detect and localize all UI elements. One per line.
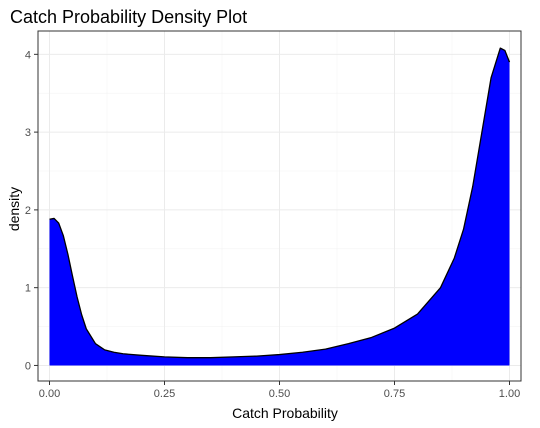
density-area (49, 48, 510, 366)
x-tick-label: 0.75 (384, 388, 405, 400)
y-tick-label: 4 (25, 49, 31, 61)
y-tick-label: 2 (25, 205, 31, 217)
y-tick-label: 0 (25, 360, 31, 372)
y-tick-label: 1 (25, 283, 31, 295)
axis-ticks: 0.00 0.25 0.50 0.75 1.00 0 1 2 3 4 (25, 49, 520, 400)
x-axis-title: Catch Probability (232, 405, 338, 421)
y-axis-title: density (6, 187, 22, 231)
x-tick-label: 0.25 (154, 388, 175, 400)
x-tick-label: 1.00 (499, 388, 520, 400)
x-tick-label: 0.00 (39, 388, 60, 400)
y-tick-label: 3 (25, 127, 31, 139)
density-area-layer (49, 47, 511, 366)
x-tick-label: 0.50 (269, 388, 290, 400)
chart-title: Catch Probability Density Plot (10, 7, 247, 27)
density-line (49, 47, 511, 359)
